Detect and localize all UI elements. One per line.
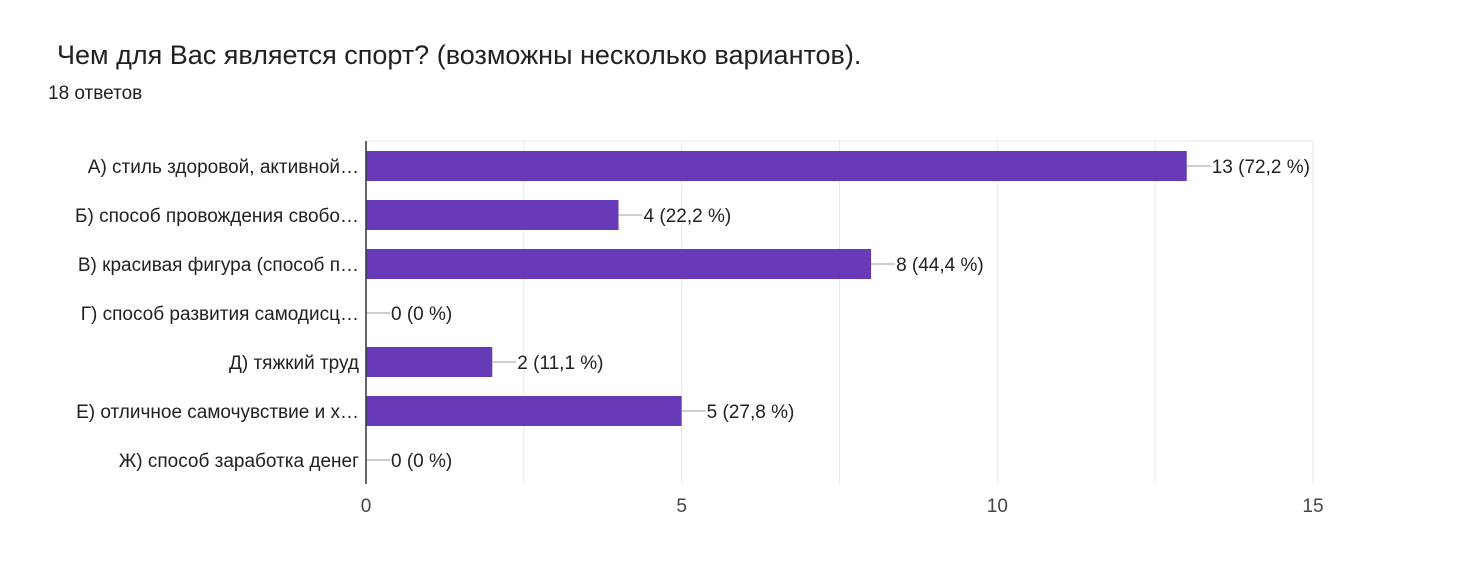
bars (366, 151, 1187, 426)
category-labels: А) стиль здоровой, активной… Б) способ пр… (75, 157, 359, 472)
value-label: 8 (44,4 %) (896, 255, 984, 276)
value-label: 13 (72,2 %) (1212, 157, 1310, 178)
bar (366, 151, 1187, 181)
value-label: 0 (0 %) (391, 451, 452, 472)
category-label: Ж) способ заработка денег (119, 451, 359, 472)
x-tick-label: 0 (361, 496, 372, 517)
value-label: 2 (11,1 %) (517, 353, 603, 374)
category-label: Е) отличное самочувствие и х… (76, 402, 359, 423)
bar (366, 200, 619, 230)
category-label: Д) тяжкий труд (229, 353, 359, 374)
chart-title: Чем для Вас является спорт? (возможны не… (57, 40, 862, 70)
response-count: 18 ответов (48, 83, 143, 104)
category-label: Г) способ развития самодисц… (81, 304, 359, 325)
bar (366, 249, 872, 279)
category-label: В) красивая фигура (способ п… (78, 255, 359, 276)
x-tick-label: 15 (1302, 496, 1323, 517)
x-tick-label: 10 (987, 496, 1008, 517)
value-label: 4 (22,2 %) (644, 206, 732, 227)
x-axis-ticks: 0 5 10 15 (361, 496, 1324, 517)
bar (366, 396, 682, 426)
bar (366, 347, 493, 377)
value-label: 0 (0 %) (391, 304, 452, 325)
grid-lines (366, 140, 1314, 484)
x-tick-label: 5 (676, 496, 687, 517)
category-label: А) стиль здоровой, активной… (88, 157, 359, 178)
value-labels: 13 (72,2 %) 4 (22,2 %) 8 (44,4 %) 0 (0 %) 2 … (366, 157, 1310, 472)
value-label: 5 (27,8 %) (707, 402, 795, 423)
category-label: Б) способ провождения свобо… (75, 206, 359, 227)
